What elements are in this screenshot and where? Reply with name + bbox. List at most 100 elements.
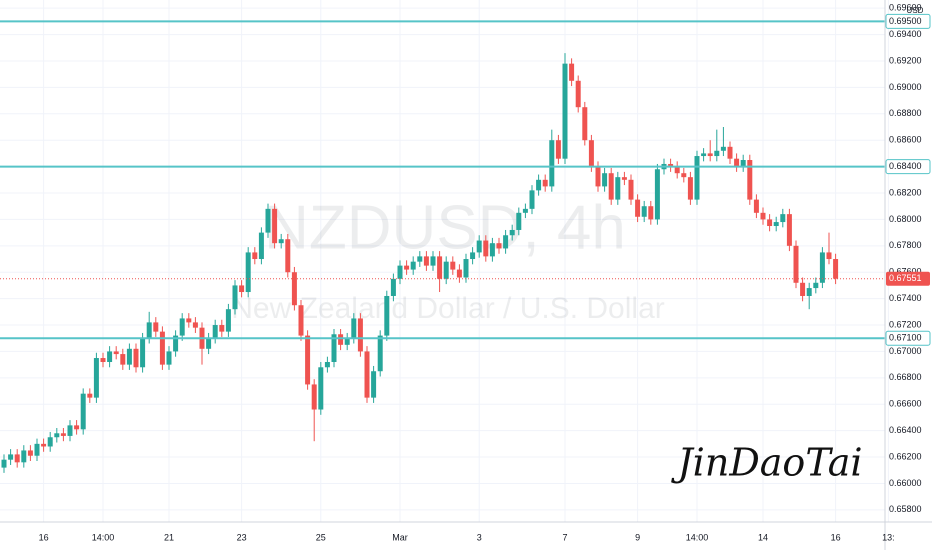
x-tick-label: 16 — [831, 532, 841, 542]
candle-body — [417, 256, 423, 262]
candle-body — [107, 351, 113, 362]
candle-body — [166, 351, 172, 365]
candle-body — [470, 252, 476, 260]
candle-body — [338, 334, 344, 345]
candle-body — [628, 179, 634, 200]
candle-body — [496, 243, 502, 249]
candle-body — [734, 158, 740, 167]
candle-body — [720, 146, 726, 151]
candle-body — [278, 239, 284, 244]
candle-body — [140, 338, 146, 368]
y-tick-label: 0.66200 — [889, 451, 922, 461]
candle-body — [443, 261, 449, 279]
candle-body — [800, 282, 806, 296]
candle-body — [595, 166, 601, 187]
candle-body — [364, 351, 370, 398]
candle-body — [305, 335, 311, 385]
candle-body — [212, 325, 218, 339]
candle-body — [503, 235, 509, 249]
x-tick-label: 13: — [882, 532, 895, 542]
y-tick-label: 0.65800 — [889, 504, 922, 514]
candle-body — [694, 156, 700, 200]
candle-body — [153, 322, 159, 332]
y-tick-label: 0.67800 — [889, 240, 922, 250]
level-label: 0.67100 — [889, 333, 922, 343]
candle-body — [476, 240, 482, 253]
candle-body — [582, 107, 588, 141]
candle-body — [219, 325, 225, 332]
candle-body — [232, 285, 238, 310]
candle-body — [615, 177, 621, 200]
candle-body — [813, 282, 819, 289]
y-tick-label: 0.68600 — [889, 135, 922, 145]
y-tick-label: 0.67200 — [889, 319, 922, 329]
candle-body — [291, 272, 297, 306]
candle-body — [410, 261, 416, 270]
candle-body — [126, 348, 132, 365]
watermark-subtitle: New Zealand Dollar / U.S. Dollar — [231, 292, 665, 325]
candle-body — [773, 222, 779, 227]
y-tick-label: 0.66800 — [889, 372, 922, 382]
candle-body — [245, 252, 251, 293]
candle-body — [371, 371, 377, 398]
level-label-box — [885, 13, 931, 29]
y-tick-label: 0.67000 — [889, 346, 922, 356]
candle-body — [529, 190, 535, 209]
candle-body — [80, 393, 86, 430]
candle-body — [463, 259, 469, 278]
currency-label: USD — [907, 6, 924, 15]
candle-body — [41, 443, 47, 447]
candle-body — [74, 425, 80, 430]
candle-body — [285, 239, 291, 273]
candle-body — [740, 160, 746, 167]
y-tick-label: 0.69000 — [889, 82, 922, 92]
candle-body — [311, 384, 317, 410]
candle-body — [100, 358, 106, 362]
candle-body — [753, 199, 759, 213]
y-tick-label: 0.66000 — [889, 478, 922, 488]
candle-body — [47, 437, 53, 447]
candle-body — [654, 169, 660, 220]
candle-body — [377, 335, 383, 372]
level-label-box — [885, 159, 931, 175]
x-tick-label: 14 — [758, 532, 768, 542]
x-tick-label: Mar — [392, 532, 408, 542]
candle-body — [423, 256, 429, 266]
candle-body — [602, 173, 608, 187]
candle-body — [747, 160, 753, 200]
candle-body — [635, 199, 641, 217]
candle-body — [93, 358, 99, 398]
candle-body — [826, 252, 832, 260]
y-tick-label: 0.66400 — [889, 425, 922, 435]
y-tick-label: 0.66600 — [889, 399, 922, 409]
candle-body — [648, 206, 654, 220]
y-tick-label: 0.69200 — [889, 55, 922, 65]
candle-body — [159, 331, 165, 365]
candle-body — [14, 454, 20, 463]
candle-body — [786, 214, 792, 246]
candle-body — [397, 265, 403, 279]
candle-body — [806, 288, 812, 296]
candle-body — [258, 232, 264, 260]
candle-body — [819, 252, 825, 283]
y-tick-label: 0.68200 — [889, 187, 922, 197]
candle-body — [536, 179, 542, 191]
candle-body — [489, 243, 495, 257]
last-price-label: 0.67551 — [889, 273, 922, 283]
candle-body — [186, 318, 192, 323]
candle-body — [555, 140, 561, 159]
x-tick-label: 9 — [635, 532, 640, 542]
candle-body — [298, 305, 304, 336]
candle-body — [522, 208, 528, 213]
candle-body — [357, 318, 363, 352]
x-tick-label: 14:00 — [92, 532, 115, 542]
y-tick-label: 0.69600 — [889, 3, 922, 13]
level-label-box — [885, 330, 931, 346]
candle-body — [21, 450, 27, 463]
candle-body — [549, 140, 555, 187]
candle-body — [225, 309, 231, 332]
x-tick-label: 25 — [316, 532, 326, 542]
candle-body — [67, 425, 73, 436]
candle-body — [8, 454, 14, 460]
candle-body — [87, 393, 93, 398]
